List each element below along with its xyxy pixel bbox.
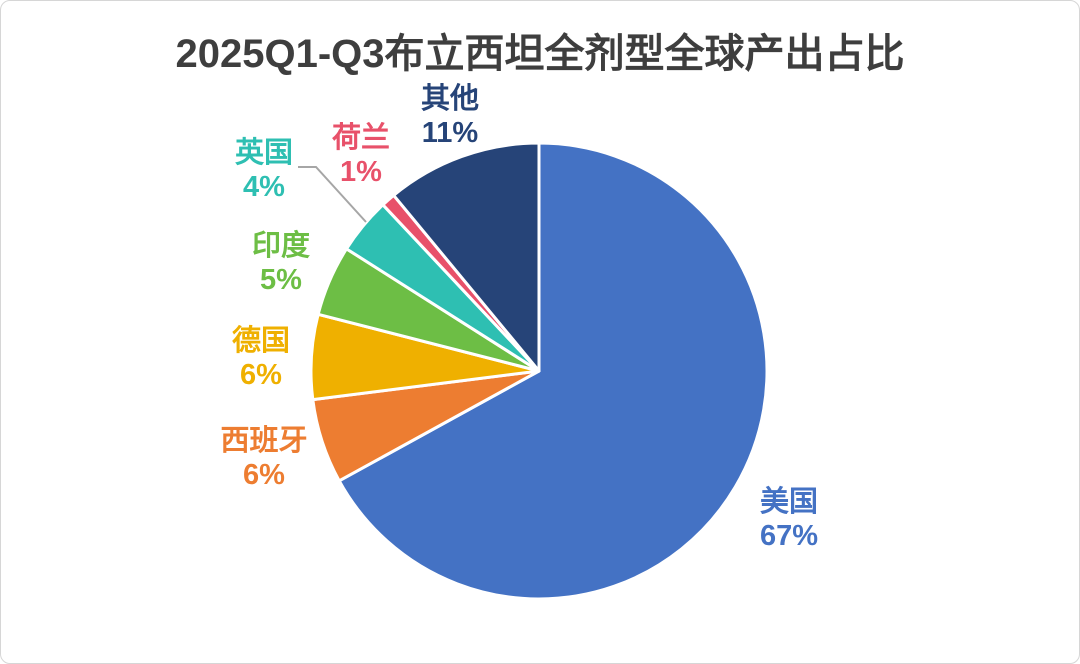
- pie-label-uk-pct: 4%: [243, 171, 285, 203]
- pie-label-others: 其他 11%: [421, 82, 479, 150]
- pie-label-germany-pct: 6%: [240, 359, 282, 391]
- pie-label-spain-pct: 6%: [243, 459, 285, 491]
- pie-label-germany: 德国 6%: [232, 324, 290, 392]
- leader-line-uk: [298, 166, 367, 223]
- pie-label-netherlands-name: 荷兰: [331, 122, 391, 154]
- pie-label-germany-name: 德国: [231, 325, 291, 357]
- pie-label-others-pct: 11%: [421, 117, 479, 149]
- pie-label-uk-name: 英国: [234, 137, 294, 169]
- pie-label-usa-pct: 67%: [759, 520, 819, 552]
- pie-label-usa-name: 美国: [759, 486, 819, 518]
- pie-slice-usa: [337, 141, 769, 601]
- pie-label-netherlands-pct: 1%: [340, 156, 382, 188]
- chart-title: 2025Q1-Q3布立西坦全剂型全球产出占比: [175, 32, 905, 76]
- pie-label-india-name: 印度: [251, 230, 311, 262]
- pie-slice-others: [392, 141, 541, 373]
- pie-label-uk: 英国 4%: [235, 136, 293, 204]
- pie-slices-group: [309, 141, 769, 601]
- pie-label-india-pct: 5%: [260, 264, 302, 296]
- pie-label-spain-name: 西班牙: [220, 425, 308, 457]
- pie-label-spain: 西班牙 6%: [220, 424, 307, 492]
- pie-label-netherlands: 荷兰 1%: [332, 121, 390, 189]
- pie-label-usa: 美国 67%: [760, 485, 818, 553]
- pie-label-india: 印度 5%: [252, 229, 310, 297]
- pie-label-others-name: 其他: [420, 83, 480, 115]
